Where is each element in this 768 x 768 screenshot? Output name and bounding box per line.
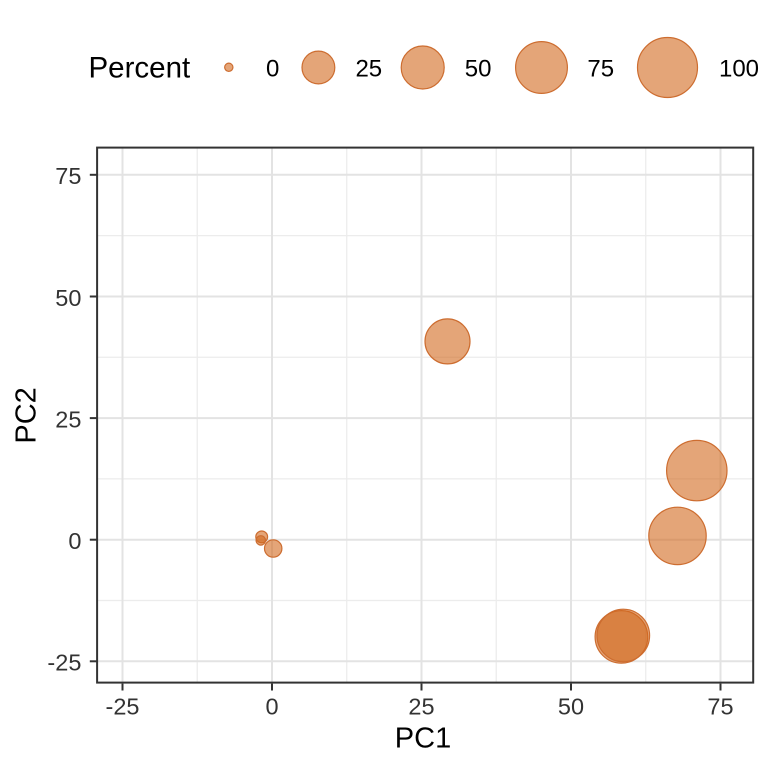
- svg-text:75: 75: [587, 55, 614, 82]
- svg-text:25: 25: [355, 55, 382, 82]
- svg-text:50: 50: [558, 694, 584, 720]
- svg-text:-25: -25: [106, 694, 140, 720]
- svg-text:25: 25: [408, 694, 434, 720]
- svg-text:0: 0: [265, 694, 278, 720]
- svg-text:75: 75: [55, 163, 81, 189]
- svg-text:50: 50: [465, 55, 492, 82]
- svg-text:100: 100: [719, 55, 759, 82]
- svg-text:75: 75: [707, 694, 733, 720]
- svg-text:-25: -25: [47, 650, 81, 676]
- svg-text:PC1: PC1: [395, 723, 451, 755]
- svg-text:0: 0: [68, 528, 81, 554]
- svg-text:25: 25: [55, 407, 81, 433]
- svg-text:Percent: Percent: [89, 52, 191, 85]
- svg-text:0: 0: [266, 55, 279, 82]
- svg-text:PC2: PC2: [11, 387, 43, 443]
- svg-text:50: 50: [55, 285, 81, 311]
